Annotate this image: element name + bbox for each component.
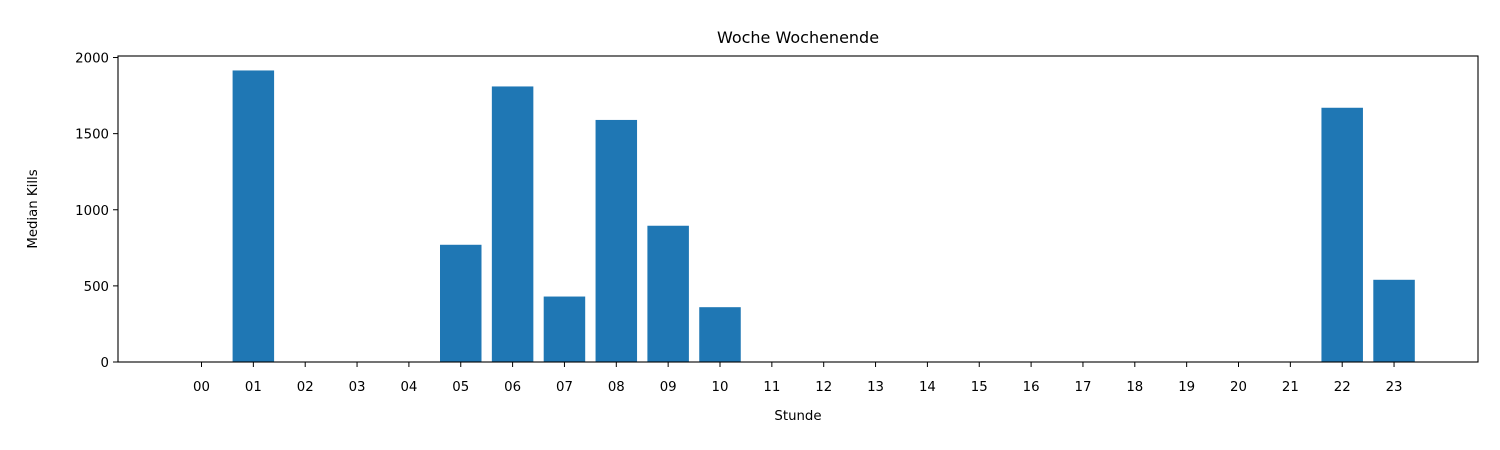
bars-group (232, 70, 1415, 363)
x-tick-label: 04 (400, 380, 417, 395)
x-axis-ticks: 00 01 02 03 04 05 06 07 08 09 10 11 12 13 14 15 16 17 18 19… (193, 362, 1403, 395)
x-tick-label: 01 (245, 380, 262, 395)
x-tick-label: 20 (1230, 380, 1247, 395)
x-tick-label: 10 (712, 380, 729, 395)
x-axis-label: Stunde (774, 409, 821, 424)
y-tick-label: 0 (101, 356, 109, 371)
y-tick-label: 500 (84, 280, 109, 295)
bar-08 (595, 119, 638, 362)
y-axis-label: Median Kills (26, 169, 41, 248)
bar-22 (1321, 107, 1363, 362)
x-tick-label: 06 (504, 380, 521, 395)
y-tick-label: 1500 (75, 128, 109, 143)
y-tick-label: 1000 (75, 204, 109, 219)
x-tick-label: 13 (867, 380, 884, 395)
plot-frame (117, 55, 1479, 363)
x-tick-label: 05 (452, 380, 469, 395)
x-tick-label: 23 (1386, 380, 1403, 395)
x-tick-label: 09 (660, 380, 677, 395)
bar-06 (491, 86, 534, 362)
y-axis-ticks: 0 500 1000 1500 2000 (75, 52, 118, 371)
y-tick-label: 2000 (75, 52, 109, 67)
x-tick-label: 19 (1178, 380, 1195, 395)
bar-01 (232, 70, 275, 363)
bar-09 (647, 225, 689, 362)
x-tick-label: 16 (1023, 380, 1040, 395)
x-tick-label: 08 (608, 380, 625, 395)
x-tick-label: 12 (815, 380, 832, 395)
x-tick-label: 15 (971, 380, 988, 395)
x-tick-label: 21 (1282, 380, 1299, 395)
x-tick-label: 22 (1334, 380, 1351, 395)
x-tick-label: 11 (763, 380, 780, 395)
bar-23 (1373, 279, 1415, 362)
x-tick-label: 03 (349, 380, 366, 395)
bar-05 (440, 244, 482, 362)
x-tick-label: 14 (919, 380, 936, 395)
chart-title: Woche Wochenende (717, 28, 879, 47)
x-tick-label: 02 (297, 380, 314, 395)
bar-10 (699, 307, 741, 362)
x-tick-label: 17 (1074, 380, 1091, 395)
x-tick-label: 00 (193, 380, 210, 395)
bar-07 (543, 296, 586, 362)
x-tick-label: 07 (556, 380, 573, 395)
x-tick-label: 18 (1126, 380, 1143, 395)
